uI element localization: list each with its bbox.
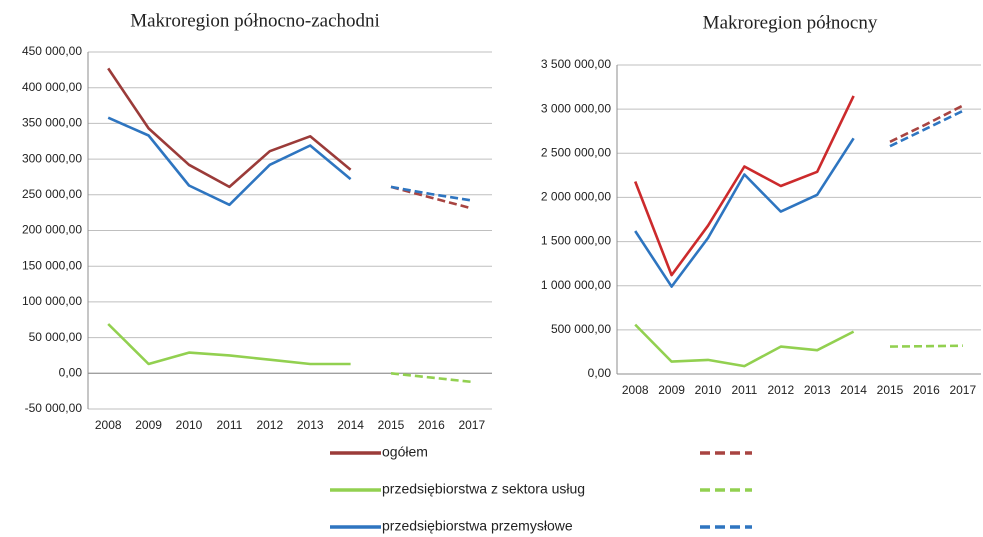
- chart-title: Makroregion północny: [703, 12, 878, 33]
- y-tick-label: 100 000,00: [22, 294, 82, 308]
- legend-label: przedsiębiorstwa z sektora usług: [382, 481, 585, 497]
- x-tick-label: 2016: [418, 418, 445, 432]
- chart-title: Makroregion północno-zachodni: [130, 10, 380, 31]
- y-tick-label: 450 000,00: [22, 44, 82, 58]
- series-line: [634, 137, 855, 288]
- y-tick-label: 2 000 000,00: [541, 190, 611, 204]
- series-line: [390, 372, 472, 384]
- x-tick-label: 2015: [877, 383, 904, 397]
- series-line: [633, 95, 855, 277]
- x-tick-label: 2010: [695, 383, 722, 397]
- y-tick-label: 1 500 000,00: [541, 234, 611, 248]
- x-tick-label: 2009: [135, 418, 162, 432]
- x-tick-label: 2013: [804, 383, 831, 397]
- series-line: [889, 109, 964, 148]
- x-tick-label: 2015: [378, 418, 405, 432]
- y-tick-label: 500 000,00: [551, 322, 611, 336]
- series-line: [390, 185, 473, 202]
- y-tick-label: 250 000,00: [22, 187, 82, 201]
- series-line: [107, 67, 352, 189]
- x-tick-label: 2011: [731, 383, 757, 397]
- y-tick-label: -50 000,00: [25, 401, 83, 415]
- legend-label: przedsiębiorstwa przemysłowe: [382, 518, 573, 534]
- x-tick-label: 2013: [297, 418, 324, 432]
- x-tick-label: 2014: [840, 383, 867, 397]
- x-tick-label: 2011: [216, 418, 242, 432]
- x-tick-label: 2014: [337, 418, 364, 432]
- x-tick-label: 2012: [767, 383, 794, 397]
- x-tick-label: 2017: [949, 383, 976, 397]
- x-tick-label: 2010: [176, 418, 203, 432]
- y-tick-label: 350 000,00: [22, 116, 82, 130]
- x-tick-label: 2008: [622, 383, 649, 397]
- legend-label: ogółem: [382, 444, 428, 460]
- y-tick-label: 0,00: [59, 365, 83, 379]
- y-tick-label: 0,00: [588, 366, 612, 380]
- x-tick-label: 2009: [658, 383, 685, 397]
- series-line: [889, 344, 963, 348]
- y-tick-label: 3 500 000,00: [541, 57, 611, 71]
- y-tick-label: 300 000,00: [22, 151, 82, 165]
- y-tick-label: 400 000,00: [22, 80, 82, 94]
- y-tick-label: 200 000,00: [22, 223, 82, 237]
- x-tick-label: 2016: [913, 383, 940, 397]
- y-tick-label: 2 500 000,00: [541, 145, 611, 159]
- x-tick-label: 2017: [458, 418, 485, 432]
- y-tick-label: 50 000,00: [29, 330, 83, 344]
- y-tick-label: 1 000 000,00: [541, 278, 611, 292]
- series-line: [634, 323, 855, 368]
- series-line: [889, 104, 964, 143]
- y-tick-label: 3 000 000,00: [541, 101, 611, 115]
- x-tick-label: 2012: [256, 418, 283, 432]
- y-tick-label: 150 000,00: [22, 258, 82, 272]
- series-line: [107, 116, 352, 207]
- series-line: [107, 323, 351, 366]
- x-tick-label: 2008: [95, 418, 122, 432]
